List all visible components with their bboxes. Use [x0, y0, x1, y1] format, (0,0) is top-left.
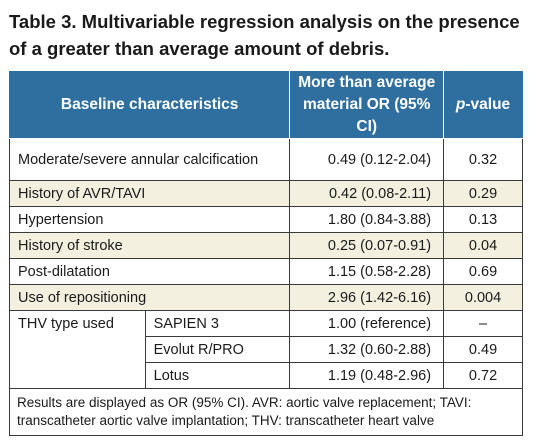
table-row: Evolut R/PRO 1.32 (0.60-2.88) 0.49 — [10, 336, 523, 363]
table-row: THV type used SAPIEN 3 1.00 (reference) … — [9, 310, 523, 389]
header-p-letter: p — [455, 96, 466, 113]
row-label: History of AVR/TAVI — [8, 180, 291, 207]
regression-table: Baseline characteristics More than avera… — [8, 71, 523, 436]
row-or: 1.19 (0.48-2.96) — [289, 362, 445, 389]
row-label: Post-dilatation — [8, 258, 291, 285]
thv-subrow-label: SAPIEN 3 — [144, 310, 291, 337]
row-p-value: 0.69 — [443, 258, 523, 285]
table-title: Table 3. Multivariable regression analys… — [9, 11, 520, 59]
row-p-value: 0.49 — [443, 336, 523, 363]
header-row: Baseline characteristics More than avera… — [8, 71, 523, 139]
thv-group-label: THV type used — [9, 310, 146, 389]
thv-subrow-label: Evolut R/PRO — [144, 336, 291, 363]
row-or: 1.80 (0.84-3.88) — [289, 206, 445, 233]
row-p-value: 0.04 — [443, 232, 523, 259]
row-label: Use of repositioning — [8, 284, 291, 311]
table-row: Moderate/severe annular calcification 0.… — [8, 138, 523, 181]
row-p-value: 0.13 — [443, 206, 523, 233]
row-p-value: 0.29 — [443, 180, 523, 207]
row-label: History of stroke — [8, 232, 291, 259]
row-p-value: 0.004 — [443, 284, 523, 311]
table-row: History of AVR/TAVI 0.42 (0.08-2.11) 0.2… — [8, 180, 523, 207]
row-p-value: – — [443, 310, 523, 337]
row-or: 1.00 (reference) — [289, 310, 445, 337]
table-footnote: Results are displayed as OR (95% CI). AV… — [9, 388, 523, 436]
header-p-suffix: -value — [465, 96, 511, 113]
row-label: Moderate/severe annular calcification — [8, 138, 291, 181]
row-or: 1.32 (0.60-2.88) — [289, 336, 445, 363]
table-row: Hypertension 1.80 (0.84-3.88) 0.13 — [8, 206, 523, 233]
row-p-value: 0.32 — [443, 138, 523, 181]
row-or: 0.49 (0.12-2.04) — [289, 138, 445, 181]
row-or: 0.42 (0.08-2.11) — [289, 180, 445, 207]
row-or: 2.96 (1.42-6.16) — [289, 284, 445, 311]
header-or: More than average material OR (95% CI) — [289, 71, 445, 139]
table-row: Post-dilatation 1.15 (0.58-2.28) 0.69 — [8, 258, 523, 285]
regression-table-container: Baseline characteristics More than avera… — [8, 71, 523, 436]
header-baseline-characteristics: Baseline characteristics — [8, 71, 291, 139]
row-p-value: 0.72 — [443, 362, 523, 389]
table-row: History of stroke 0.25 (0.07-0.91) 0.04 — [8, 232, 523, 259]
footnote-row: Results are displayed as OR (95% CI). AV… — [9, 388, 523, 436]
table-row: Lotus 1.19 (0.48-2.96) 0.72 — [10, 362, 523, 389]
table-row: Use of repositioning 2.96 (1.42-6.16) 0.… — [8, 284, 523, 311]
row-or: 0.25 (0.07-0.91) — [289, 232, 445, 259]
header-p-value: p-value — [443, 71, 523, 139]
row-label: Hypertension — [8, 206, 291, 233]
thv-subrow-label: Lotus — [144, 362, 291, 389]
row-or: 1.15 (0.58-2.28) — [289, 258, 445, 285]
